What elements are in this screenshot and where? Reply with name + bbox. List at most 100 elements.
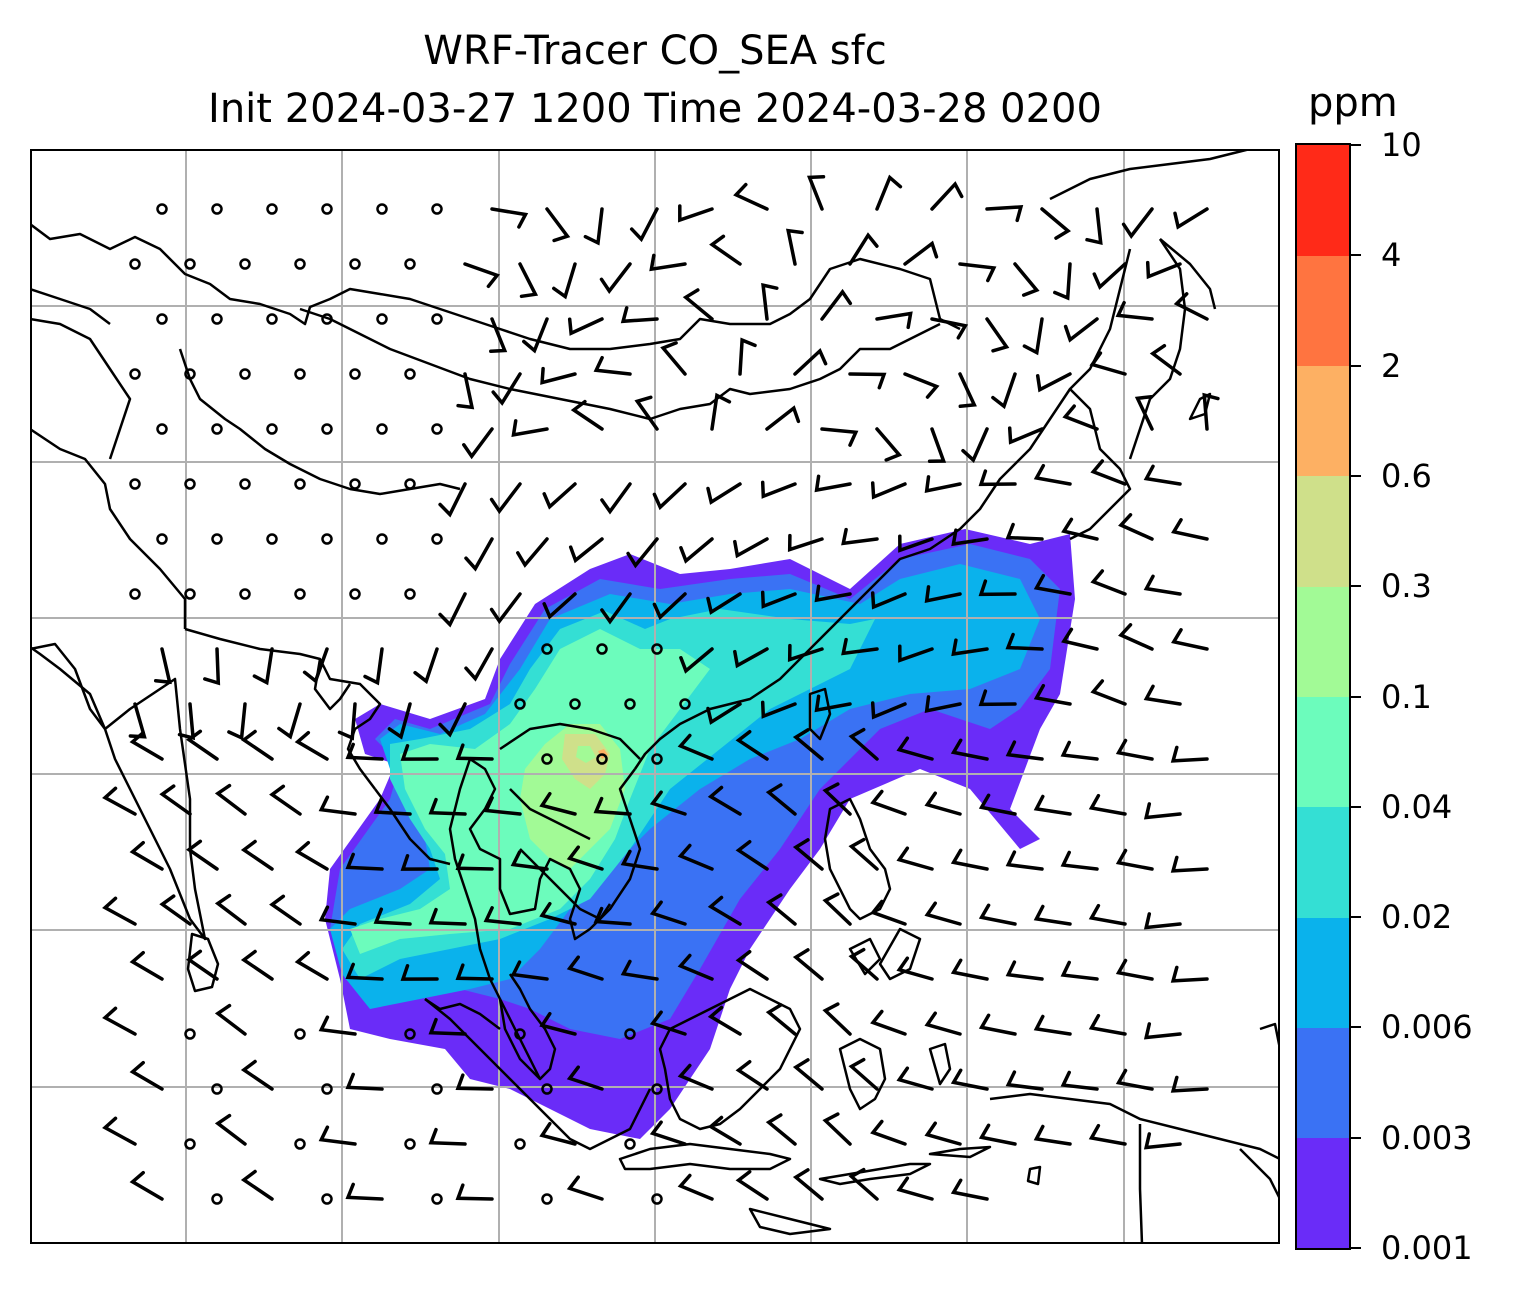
wind-barb — [814, 474, 852, 493]
wind-barb — [438, 592, 467, 628]
wind-barb — [1060, 740, 1099, 761]
wind-barb — [510, 960, 549, 981]
colorbar-segment — [1297, 475, 1349, 587]
wind-barb — [483, 906, 522, 926]
wind-barb — [951, 528, 989, 547]
wind-barb — [552, 262, 577, 300]
colorbar-segment — [1297, 255, 1349, 367]
wind-barb — [185, 839, 219, 871]
wind-barb — [682, 288, 714, 321]
wind-barb — [978, 689, 1017, 707]
wind-barb — [793, 347, 828, 376]
wind-barb — [464, 537, 494, 572]
calm-wind-marker — [184, 258, 196, 270]
wind-barb — [428, 797, 467, 816]
wind-barb — [950, 1068, 989, 1091]
wind-barb — [345, 742, 384, 761]
wind-barb — [1060, 960, 1099, 981]
wind-barb — [1115, 738, 1154, 761]
wind-barb — [129, 950, 164, 981]
wind-barb — [978, 469, 1017, 487]
calm-wind-marker — [514, 1028, 526, 1040]
wind-barb — [185, 729, 219, 761]
wind-barb — [841, 637, 879, 656]
wind-barb — [870, 1119, 907, 1146]
wind-barb — [649, 900, 687, 926]
calm-wind-marker — [156, 423, 168, 435]
colorbar-segment — [1297, 586, 1349, 697]
wind-barb — [660, 341, 687, 376]
wind-barb — [1118, 623, 1154, 651]
wind-barb — [1033, 463, 1072, 486]
colorbar-tick — [1351, 1136, 1361, 1139]
wind-barb — [848, 372, 887, 390]
wind-barb — [875, 427, 903, 462]
calm-wind-marker — [184, 1028, 196, 1040]
wind-barb — [896, 736, 934, 761]
wind-barb — [1118, 513, 1154, 541]
wind-barb — [958, 262, 997, 283]
wind-barb — [1143, 802, 1182, 820]
wind-barb — [924, 1121, 962, 1146]
wind-barb — [489, 482, 522, 515]
wind-barb — [1170, 745, 1209, 763]
wind-barb — [1115, 300, 1154, 321]
calm-wind-marker — [294, 588, 306, 600]
calm-wind-marker — [211, 313, 223, 325]
wind-barb — [924, 585, 962, 604]
calm-wind-marker — [321, 1193, 333, 1205]
wind-barb — [1005, 740, 1044, 761]
wind-barb — [428, 907, 467, 926]
wind-barb — [363, 647, 384, 686]
wind-barb — [765, 1113, 797, 1146]
wind-barb — [1005, 522, 1044, 541]
colorbar-segment — [1297, 1137, 1349, 1248]
wind-barb — [483, 796, 522, 816]
calm-wind-marker — [239, 258, 251, 270]
wind-barb — [102, 1006, 137, 1036]
colorbar-tick — [1351, 805, 1361, 808]
wind-barb — [761, 282, 779, 321]
calm-wind-marker — [541, 753, 553, 765]
wind-barb — [1035, 372, 1072, 393]
wind-barb — [1060, 850, 1099, 871]
wind-barb — [958, 372, 977, 409]
calm-wind-marker — [321, 313, 333, 325]
wind-barb — [600, 482, 632, 515]
chart-title: WRF-Tracer CO_SEA sfc — [423, 28, 887, 74]
wind-barb — [896, 1176, 934, 1201]
calm-wind-marker — [431, 203, 443, 215]
colorbar-tick — [1351, 254, 1361, 257]
wind-barb — [128, 702, 147, 739]
colorbar-tick — [1351, 916, 1361, 919]
wind-barb — [566, 1175, 604, 1201]
calm-wind-marker — [349, 588, 361, 600]
wind-barb — [567, 317, 604, 336]
calm-wind-marker — [294, 1028, 306, 1040]
wind-barb — [516, 537, 549, 568]
wind-barb — [735, 1059, 769, 1091]
wind-barb — [455, 743, 494, 761]
calm-wind-marker — [184, 368, 196, 380]
wind-barb — [1061, 627, 1099, 651]
wind-barb — [738, 337, 757, 376]
wind-barb — [903, 240, 939, 266]
wind-barb — [240, 1059, 274, 1091]
calm-wind-marker — [376, 313, 388, 325]
calm-wind-marker — [266, 203, 278, 215]
wind-barb — [792, 1058, 824, 1091]
calm-wind-marker — [404, 1138, 416, 1150]
wind-barb — [373, 907, 412, 926]
wind-barb — [930, 181, 964, 211]
wind-barb — [649, 790, 687, 816]
calm-wind-marker — [129, 588, 141, 600]
wind-barb — [733, 537, 769, 559]
colorbar-tick-label: 0.02 — [1381, 898, 1453, 937]
wind-barb — [1134, 394, 1154, 431]
calm-wind-marker — [349, 478, 361, 490]
wind-barb — [875, 311, 913, 330]
wind-barb — [269, 784, 302, 816]
wind-barb — [870, 899, 907, 926]
wind-barb — [1171, 628, 1209, 651]
wind-barb — [318, 905, 357, 926]
